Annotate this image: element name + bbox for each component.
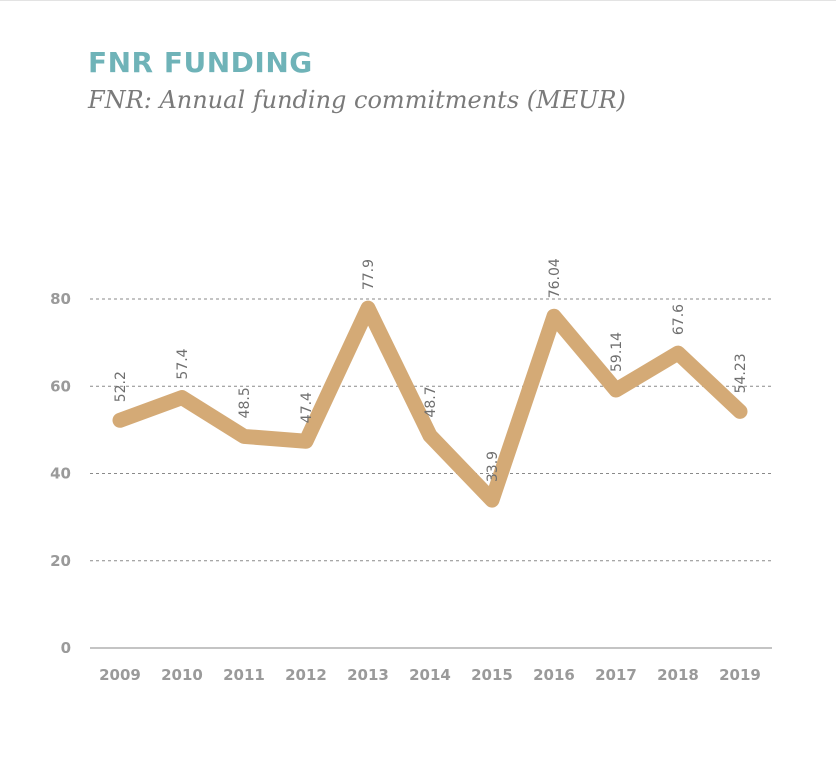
x-tick-label-2011: 2011 — [223, 666, 265, 684]
data-label-2012: 47.4 — [299, 392, 315, 423]
x-tick-label-2018: 2018 — [657, 666, 699, 684]
series-group — [112, 300, 748, 508]
y-tick-label-20: 20 — [50, 552, 71, 570]
data-point-2018 — [677, 352, 679, 355]
data-label-2010: 57.4 — [175, 348, 191, 379]
data-labels: 52.2 57.4 48.5 47.4 77.9 48.7 33.9 76.04 59.14 67… — [113, 258, 749, 482]
data-label-2011: 48.5 — [237, 387, 253, 418]
data-point-2012 — [305, 440, 307, 443]
x-tick-label-2014: 2014 — [409, 666, 451, 684]
page-title: FNR FUNDING — [88, 46, 313, 79]
data-point-2017 — [615, 389, 617, 392]
data-point-2009 — [119, 419, 121, 422]
data-point-2010 — [181, 396, 183, 399]
top-rule — [0, 0, 836, 1]
data-label-2018: 67.6 — [671, 304, 687, 335]
data-point-2013 — [367, 307, 369, 310]
x-tick-label-2015: 2015 — [471, 666, 513, 684]
data-point-2014 — [429, 434, 431, 437]
x-tick-label-2017: 2017 — [595, 666, 637, 684]
x-tick-label-2019: 2019 — [719, 666, 761, 684]
data-label-2013: 77.9 — [361, 259, 377, 290]
y-tick-label-60: 60 — [50, 377, 71, 395]
x-axis-ticks: 2009 2010 2011 2012 2013 2014 2015 2016 2017 2018… — [99, 666, 761, 684]
data-point-2019 — [739, 410, 741, 413]
data-label-2017: 59.14 — [609, 332, 625, 372]
x-tick-label-2016: 2016 — [533, 666, 575, 684]
y-tick-label-80: 80 — [50, 290, 71, 308]
y-axis-ticks: 0 20 40 60 80 — [50, 290, 71, 657]
data-point-2011 — [243, 435, 245, 438]
x-tick-label-2013: 2013 — [347, 666, 389, 684]
data-point-2016 — [553, 315, 555, 318]
gridlines — [90, 298, 772, 649]
y-tick-label-0: 0 — [61, 639, 71, 657]
data-label-2016: 76.04 — [547, 258, 563, 298]
data-point-2015 — [491, 499, 493, 502]
x-tick-label-2012: 2012 — [285, 666, 327, 684]
data-label-2014: 48.7 — [423, 386, 439, 417]
data-label-2015: 33.9 — [485, 451, 501, 482]
chart-subtitle: FNR: Annual funding commitments (MEUR) — [88, 86, 626, 114]
data-label-2019: 54.23 — [733, 353, 749, 393]
x-tick-label-2010: 2010 — [161, 666, 203, 684]
x-tick-label-2009: 2009 — [99, 666, 141, 684]
data-label-2009: 52.2 — [113, 371, 129, 402]
y-tick-label-40: 40 — [50, 465, 71, 483]
